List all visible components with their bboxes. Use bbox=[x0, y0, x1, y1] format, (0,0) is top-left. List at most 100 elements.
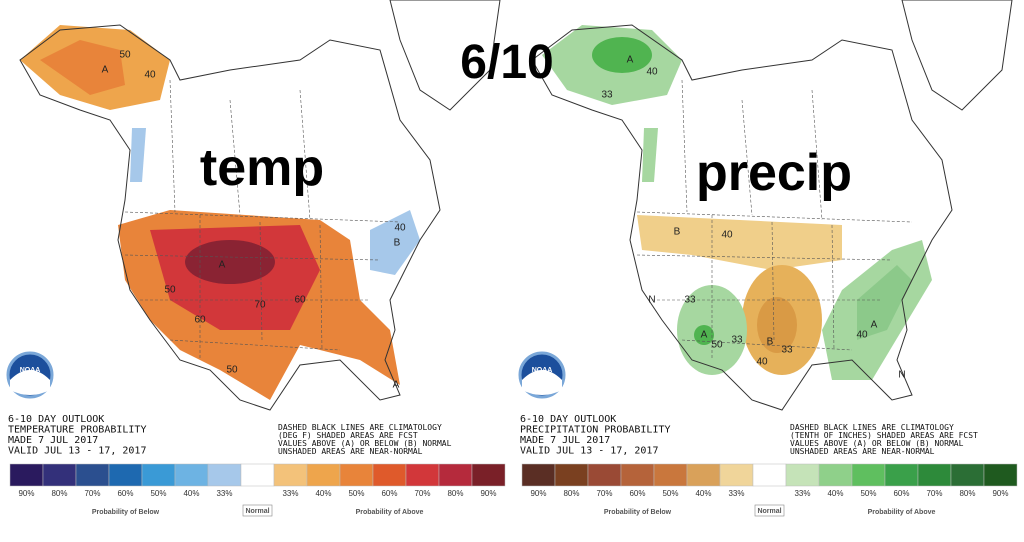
title: 6/10 bbox=[460, 36, 553, 89]
noaa-logo-wave bbox=[10, 370, 50, 395]
map-label: A bbox=[871, 320, 878, 331]
note-line: DASHED BLACK LINES ARE CLIMATOLOGY bbox=[278, 423, 442, 432]
legend-label: 40% bbox=[827, 489, 843, 498]
map-label: N bbox=[898, 370, 905, 381]
legend-swatch bbox=[42, 463, 77, 487]
map-label: 50 bbox=[226, 365, 238, 376]
pacific-nw-shade bbox=[130, 128, 146, 182]
alaska-shade-inner bbox=[592, 37, 652, 73]
legend-swatch bbox=[686, 463, 721, 487]
east-wet-core bbox=[857, 265, 912, 340]
legend-swatch bbox=[983, 463, 1018, 487]
outlook-line: 6-10 DAY OUTLOOK bbox=[520, 414, 616, 425]
note-line: (TENTH OF INCHES) SHADED AREAS ARE FCST bbox=[790, 431, 978, 440]
map-label: A bbox=[701, 330, 708, 341]
legend-swatch bbox=[108, 463, 143, 487]
legend-label: 33% bbox=[794, 489, 810, 498]
legend-swatch bbox=[405, 463, 440, 487]
legend-normal-caption: Normal bbox=[245, 508, 269, 515]
legend-swatch bbox=[620, 463, 655, 487]
alaska-shade-inner bbox=[40, 40, 125, 95]
outlook-line: VALID JUL 13 - 17, 2017 bbox=[520, 446, 658, 457]
legend-swatch bbox=[818, 463, 853, 487]
legend-label: 33% bbox=[282, 489, 298, 498]
legend-label: 80% bbox=[563, 489, 579, 498]
outlook-line: 6-10 DAY OUTLOOK bbox=[8, 414, 104, 425]
map-label: A bbox=[393, 380, 400, 391]
note-line: VALUES ABOVE (A) OR BELOW (B) NORMAL bbox=[278, 439, 452, 448]
note-line: (DEG F) SHADED AREAS ARE FCST bbox=[278, 431, 418, 440]
map-label: 33 bbox=[684, 295, 696, 306]
legend-swatch bbox=[471, 463, 506, 487]
legend-swatch bbox=[884, 463, 919, 487]
map-label: 33 bbox=[601, 90, 613, 101]
legend-above-caption: Probability of Above bbox=[356, 509, 424, 516]
legend-swatch bbox=[339, 463, 374, 487]
map-label: 60 bbox=[194, 315, 206, 326]
southern-dry-core bbox=[757, 297, 797, 353]
legend-swatch bbox=[438, 463, 473, 487]
map-label: A bbox=[219, 260, 226, 271]
legend-label: 40% bbox=[183, 489, 199, 498]
map-label: B bbox=[394, 238, 401, 249]
note-line: UNSHADED AREAS ARE NEAR-NORMAL bbox=[790, 447, 935, 456]
legend-label: 60% bbox=[893, 489, 909, 498]
legend-label: 70% bbox=[414, 489, 430, 498]
legend-swatch bbox=[521, 463, 556, 487]
outlook-line: PRECIPITATION PROBABILITY bbox=[520, 425, 671, 436]
legend-label: 80% bbox=[447, 489, 463, 498]
panel-heading: precip bbox=[696, 144, 852, 202]
legend-label: 60% bbox=[629, 489, 645, 498]
legend-swatch bbox=[273, 463, 308, 487]
map-label: 40 bbox=[721, 230, 733, 241]
legend-swatch bbox=[240, 463, 275, 487]
legend-swatch bbox=[653, 463, 688, 487]
legend-below-caption: Probability of Below bbox=[604, 509, 672, 516]
legend-below-caption: Probability of Below bbox=[92, 509, 160, 516]
note-line: UNSHADED AREAS ARE NEAR-NORMAL bbox=[278, 447, 423, 456]
outlook-line: MADE 7 JUL 2017 bbox=[8, 435, 98, 446]
map-label: 33 bbox=[781, 345, 793, 356]
legend-label: 60% bbox=[381, 489, 397, 498]
us-warm-peak bbox=[185, 240, 275, 284]
map-label: 40 bbox=[756, 357, 768, 368]
legend-label: 50% bbox=[860, 489, 876, 498]
map-label: A bbox=[627, 55, 634, 66]
map-label: B bbox=[674, 227, 681, 238]
map-label: N bbox=[648, 295, 655, 306]
legend-normal-caption: Normal bbox=[757, 508, 781, 515]
legend-label: 80% bbox=[959, 489, 975, 498]
legend-label: 33% bbox=[216, 489, 232, 498]
legend-label: 70% bbox=[596, 489, 612, 498]
legend-label: 50% bbox=[662, 489, 678, 498]
legend-swatch bbox=[174, 463, 209, 487]
map-label: 40 bbox=[394, 223, 406, 234]
map-label: 40 bbox=[646, 67, 658, 78]
legend-label: 50% bbox=[348, 489, 364, 498]
legend-label: 40% bbox=[695, 489, 711, 498]
legend-swatch bbox=[75, 463, 110, 487]
legend-swatch bbox=[306, 463, 341, 487]
outlook-line: VALID JUL 13 - 17, 2017 bbox=[8, 446, 146, 457]
legend-label: 40% bbox=[315, 489, 331, 498]
legend-swatch bbox=[141, 463, 176, 487]
map-label: 70 bbox=[254, 300, 266, 311]
legend-label: 50% bbox=[150, 489, 166, 498]
legend-swatch bbox=[752, 463, 787, 487]
legend-label: 70% bbox=[926, 489, 942, 498]
legend-label: 60% bbox=[117, 489, 133, 498]
legend-swatch bbox=[207, 463, 242, 487]
map-label: 50 bbox=[711, 340, 723, 351]
legend-label: 90% bbox=[992, 489, 1008, 498]
northern-dry-shade bbox=[637, 215, 842, 270]
legend-swatch bbox=[587, 463, 622, 487]
outlook-line: TEMPERATURE PROBABILITY bbox=[8, 425, 146, 436]
normal-box bbox=[242, 504, 273, 517]
map-label: 60 bbox=[294, 295, 306, 306]
map-label: 33 bbox=[731, 335, 743, 346]
legend-above-caption: Probability of Above bbox=[868, 509, 936, 516]
note-line: DASHED BLACK LINES ARE CLIMATOLOGY bbox=[790, 423, 954, 432]
map-label: 50 bbox=[164, 285, 176, 296]
